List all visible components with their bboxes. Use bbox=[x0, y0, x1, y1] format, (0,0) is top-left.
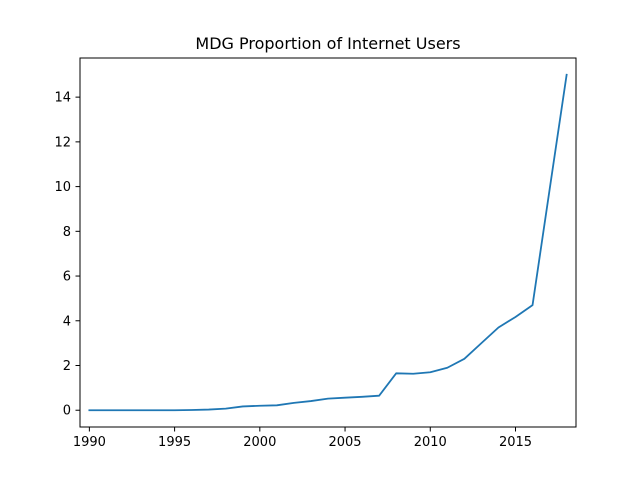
y-tick-label: 6 bbox=[63, 270, 71, 285]
y-tick-label: 8 bbox=[63, 225, 71, 240]
plot-frame bbox=[79, 57, 577, 428]
y-tick-label: 14 bbox=[54, 91, 71, 106]
y-tick-label: 4 bbox=[63, 314, 71, 329]
x-tick-label: 2015 bbox=[499, 435, 532, 450]
x-tick-label: 2010 bbox=[414, 435, 447, 450]
chart-title: MDG Proportion of Internet Users bbox=[195, 34, 460, 53]
x-tick-label: 2005 bbox=[328, 435, 361, 450]
y-tick-label: 10 bbox=[54, 180, 71, 195]
y-tick-label: 2 bbox=[63, 359, 71, 374]
x-tick-label: 1995 bbox=[158, 435, 191, 450]
plot-area bbox=[79, 57, 577, 428]
x-tick-label: 2000 bbox=[243, 435, 276, 450]
x-axis: 1990 1995 2000 2005 2010 2015 bbox=[73, 427, 532, 450]
x-tick-label: 1990 bbox=[73, 435, 106, 450]
y-tick-label: 12 bbox=[54, 135, 71, 150]
series-layer bbox=[88, 73, 568, 412]
y-tick-label: 0 bbox=[63, 404, 71, 419]
series-line-0 bbox=[88, 73, 568, 412]
y-axis: 0 2 4 6 8 10 12 14 bbox=[54, 91, 80, 419]
